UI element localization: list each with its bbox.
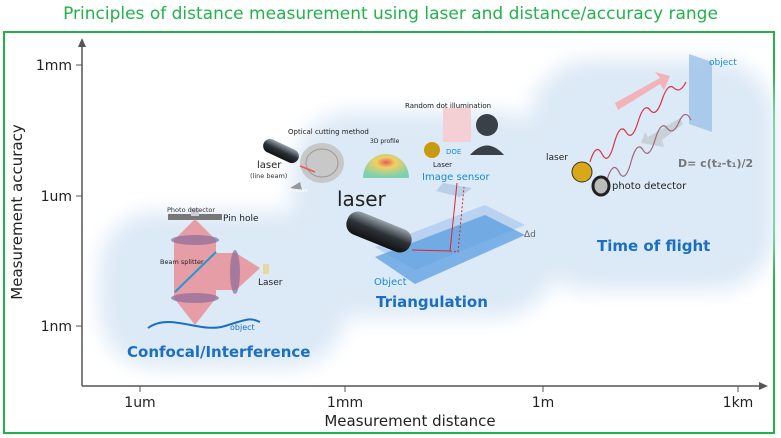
beam-splitter-label: Beam splitter xyxy=(160,258,204,266)
y-tick-label: 1mm xyxy=(36,58,72,74)
tof-illustration: object laser photo detector D= c(t₂-t₁)/… xyxy=(546,54,753,255)
delta-d-label: Δd xyxy=(524,230,536,240)
confocal-title: Confocal/Interference xyxy=(127,343,310,361)
y-axis-title: Measurement accuracy xyxy=(8,124,26,300)
y-tick-label: 1nm xyxy=(41,319,72,335)
line-laser-label: laser xyxy=(257,160,282,171)
triangulation-illustration: Optical cutting method laser (line beam)… xyxy=(250,102,536,311)
tof-range xyxy=(530,60,775,290)
x-arrow-icon xyxy=(759,382,768,390)
line-beam-label: (line beam) xyxy=(250,172,287,180)
x-tick-label: 1km xyxy=(723,395,754,411)
axes: 1mm 1um 1nm 1um 1mm 1m 1km Measurement d… xyxy=(8,38,768,430)
y-arrow-icon xyxy=(78,38,86,47)
pin-hole-label: Pin hole xyxy=(223,214,259,224)
image-sensor-label: Image sensor xyxy=(422,172,491,183)
y-tick-label: 1um xyxy=(41,189,72,205)
doe-laser-label: Laser xyxy=(433,161,452,169)
triangulation-laser-label: laser xyxy=(337,187,387,211)
scan-label: scan xyxy=(296,188,308,194)
triangulation-object-label: Object xyxy=(374,277,407,288)
x-tick-label: 1m xyxy=(532,395,555,411)
tof-photo-detector-label: photo detector xyxy=(612,181,687,192)
tof-formula: D= c(t₂-t₁)/2 xyxy=(678,157,753,170)
photo-detector-label: Photo detector xyxy=(167,206,215,214)
confocal-laser-label: Laser xyxy=(258,278,283,288)
confocal-object-label: object xyxy=(230,323,255,332)
tof-title: Time of flight xyxy=(597,237,710,255)
x-tick-label: 1mm xyxy=(327,395,363,411)
doe-label: DOE xyxy=(446,148,461,156)
triangulation-range xyxy=(292,112,557,317)
confocal-illustration: Photo detector Pin hole Beam splitter La… xyxy=(127,206,310,361)
x-tick-label: 1um xyxy=(124,395,155,411)
page-title: Principles of distance measurement using… xyxy=(63,4,718,24)
3d-profile-label: 3D profile xyxy=(370,138,400,145)
optical-cutting-label: Optical cutting method xyxy=(288,128,369,136)
x-axis-title: Measurement distance xyxy=(324,412,495,430)
tof-laser-label: laser xyxy=(546,153,568,163)
tof-object-label: object xyxy=(709,58,737,68)
triangulation-title: Triangulation xyxy=(376,293,488,311)
random-dot-label: Random dot illumination xyxy=(405,102,491,110)
